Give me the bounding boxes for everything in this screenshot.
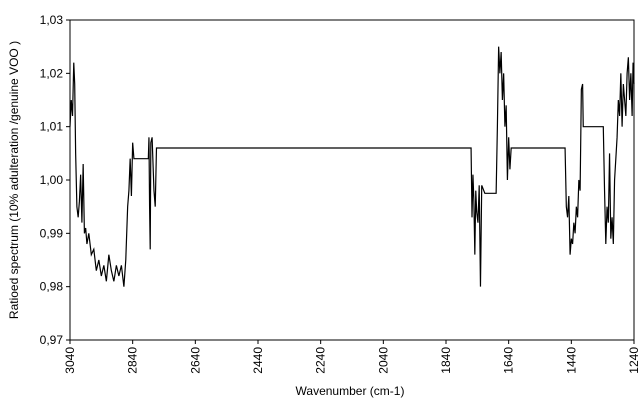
x-tick-label: 2640: [188, 347, 202, 374]
x-tick-label: 1240: [627, 347, 640, 374]
y-tick-label: 0,99: [40, 226, 64, 240]
x-tick-label: 1440: [564, 347, 578, 374]
y-tick-label: 1,01: [40, 120, 64, 134]
y-tick-label: 0,98: [40, 280, 64, 294]
x-tick-label: 3040: [63, 347, 77, 374]
plot-frame: [69, 19, 635, 341]
y-axis-label: Ratioed spectrum (10% adulteration /genu…: [7, 41, 21, 319]
x-tick-label: 1840: [439, 347, 453, 374]
y-tick-label: 1,03: [40, 13, 64, 27]
spectrum-line: [69, 46, 635, 287]
x-tick-label: 2240: [314, 347, 328, 374]
x-tick-label: 2440: [251, 347, 265, 374]
y-tick-label: 1,00: [40, 173, 64, 187]
x-tick-label: 2040: [376, 347, 390, 374]
y-tick-label: 0,97: [40, 333, 64, 347]
x-tick-label: 2840: [126, 347, 140, 374]
x-tick-label: 1640: [502, 347, 516, 374]
x-axis-label: Wavenumber (cm-1): [296, 384, 405, 398]
y-tick-label: 1,02: [40, 66, 64, 80]
